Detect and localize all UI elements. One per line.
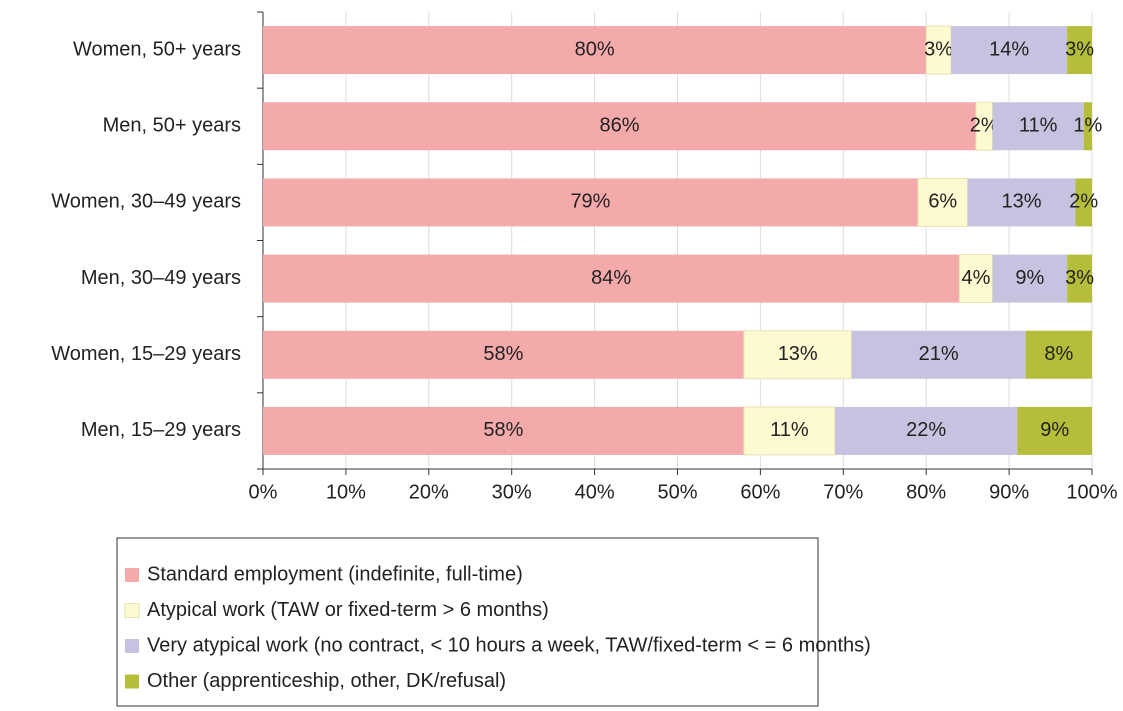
x-tick-label: 70% [823,481,863,503]
bar-segment [263,102,976,151]
data-label: 80% [575,38,615,60]
data-label: 3% [924,38,953,60]
legend-label: Other (apprenticeship, other, DK/refusal… [147,670,506,692]
data-label: 4% [961,267,990,289]
data-label: 13% [1002,191,1042,213]
x-tick-label: 30% [492,481,532,503]
data-label: 11% [770,419,809,441]
x-tick-label: 0% [249,481,278,503]
y-tick-label: Men, 30–49 years [81,267,241,289]
legend-swatch [125,568,139,582]
bar-segment [1075,178,1092,227]
bar-segment [925,25,952,75]
bar-segment [967,178,1076,227]
data-label: 14% [989,38,1029,60]
data-label: 22% [906,419,946,441]
bar-segment [992,102,1084,151]
x-tick-label: 80% [906,481,946,503]
data-label: 86% [599,115,639,137]
bar-segment [1067,26,1092,75]
x-tick-label: 40% [575,481,615,503]
bar-segment [263,406,744,455]
bar-segment [263,26,927,75]
data-label: 9% [1040,419,1069,441]
bar-segment [1017,406,1092,455]
bar-segment [263,330,744,379]
legend-label: Standard employment (indefinite, full-ti… [147,563,523,585]
bar-segment [958,254,994,304]
bar-segment [951,26,1068,75]
legend-swatch [125,674,139,689]
data-label: 2% [1069,191,1098,213]
legend-box [116,537,819,707]
data-label: 6% [928,191,957,213]
x-tick-label: 90% [989,481,1029,503]
data-label: 58% [483,419,523,441]
x-tick-label: 20% [409,481,449,503]
data-label: 79% [570,191,610,213]
data-label: 21% [919,343,959,365]
y-tick-label: Women, 50+ years [73,38,241,60]
legend-label: Atypical work (TAW or fixed-term > 6 mon… [147,599,549,621]
legend-label: Very atypical work (no contract, < 10 ho… [147,634,871,656]
bar-segment [992,254,1068,303]
y-tick-label: Men, 50+ years [103,115,241,137]
data-label: 11% [1019,115,1058,137]
data-label: 1% [1073,115,1102,137]
bar-segment [263,254,960,303]
x-tick-label: 50% [657,481,697,503]
bar-segment [743,330,853,380]
data-label: 8% [1044,343,1073,365]
data-label: 9% [1015,267,1044,289]
x-tick-label: 100% [1066,481,1117,503]
bar-segment [835,406,1018,455]
data-label: 3% [1065,38,1094,60]
bar-segment [1025,330,1092,379]
bar-segment [1083,102,1092,151]
data-label: 13% [778,343,818,365]
data-label: 2% [970,115,999,137]
x-tick-label: 10% [326,481,366,503]
y-tick-label: Women, 15–29 years [51,343,241,365]
bar-segment [1067,254,1092,303]
bar-segment [851,330,1026,379]
legend-swatch [124,603,140,618]
data-label: 3% [1065,267,1094,289]
y-tick-label: Men, 15–29 years [81,419,241,441]
data-label: 84% [591,267,631,289]
y-tick-label: Women, 30–49 years [51,191,241,213]
bar-segment [917,177,969,227]
x-tick-label: 60% [740,481,780,503]
data-label: 58% [483,343,523,365]
bar-segment [263,178,918,227]
legend-swatch [125,639,139,653]
